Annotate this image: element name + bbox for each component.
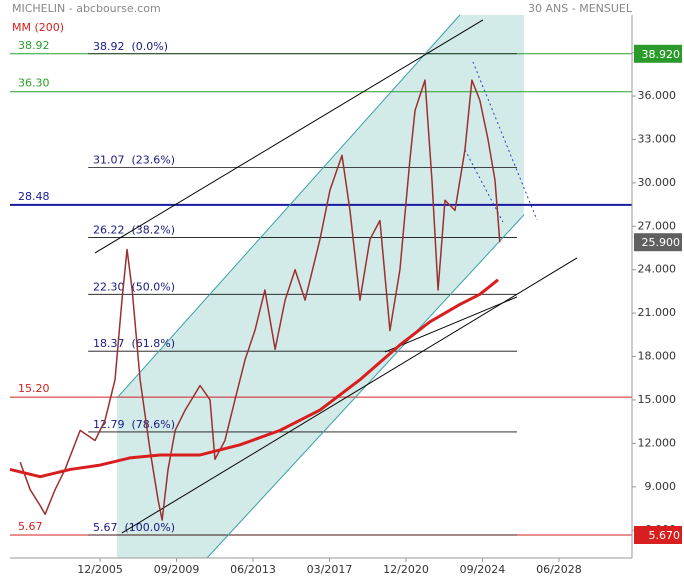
x-tick-label: 09/2009 xyxy=(154,563,200,576)
channel-shade xyxy=(117,15,524,558)
series-line xyxy=(9,278,499,479)
level-label: 5.67 xyxy=(18,520,43,533)
y-tick-label: 18.000 xyxy=(638,350,677,363)
price-tag xyxy=(634,233,682,252)
y-tick-label: 21.000 xyxy=(638,306,677,319)
x-tick-label: 12/2005 xyxy=(77,563,123,576)
price-tag xyxy=(634,525,682,544)
x-tick-label: 03/2017 xyxy=(307,563,353,576)
fib-label: 38.92 (0.0%) xyxy=(93,40,168,53)
trendline xyxy=(94,19,484,254)
level-label: 36.30 xyxy=(18,77,50,90)
trendline xyxy=(472,61,538,221)
chart-subtitle: 30 ANS - MENSUEL xyxy=(528,2,633,15)
level-label: 38.92 xyxy=(18,39,50,52)
price-tag xyxy=(634,44,682,63)
chart-title: MICHELIN - abcbourse.com xyxy=(12,2,161,15)
price-tag-label: 25.900 xyxy=(642,236,681,249)
fib-label: 5.67 (100.0%) xyxy=(93,521,175,534)
fib-label: 22.30 (50.0%) xyxy=(93,280,175,293)
x-tick-label: 06/2028 xyxy=(536,563,582,576)
y-tick-label: 12.000 xyxy=(638,436,677,449)
y-tick-label: 24.000 xyxy=(638,263,677,276)
y-tick-label: 9.000 xyxy=(645,480,677,493)
trendline xyxy=(206,214,525,559)
x-tick-label: 09/2024 xyxy=(460,563,506,576)
series-line xyxy=(19,79,501,521)
x-tick-label: 12/2020 xyxy=(383,563,429,576)
level-label: 28.48 xyxy=(18,190,50,203)
trendline xyxy=(116,14,461,399)
trendline xyxy=(464,149,504,223)
legend-entry: MM (200) xyxy=(12,21,64,34)
fib-label: 18.37 (61.8%) xyxy=(93,337,175,350)
y-tick-label: 27.000 xyxy=(638,219,677,232)
fib-label: 12.79 (78.6%) xyxy=(93,418,175,431)
y-tick-label: 36.000 xyxy=(638,89,677,102)
price-tag-label: 38.920 xyxy=(642,48,681,61)
level-label: 15.20 xyxy=(18,382,50,395)
price-tag-label: 5.670 xyxy=(649,529,681,542)
y-tick-label: 15.000 xyxy=(638,393,677,406)
y-tick-label: 30.000 xyxy=(638,176,677,189)
x-tick-label: 06/2013 xyxy=(230,563,276,576)
trendline xyxy=(384,296,518,353)
y-tick-label: 33.000 xyxy=(638,132,677,145)
fib-label: 31.07 (23.6%) xyxy=(93,153,175,166)
